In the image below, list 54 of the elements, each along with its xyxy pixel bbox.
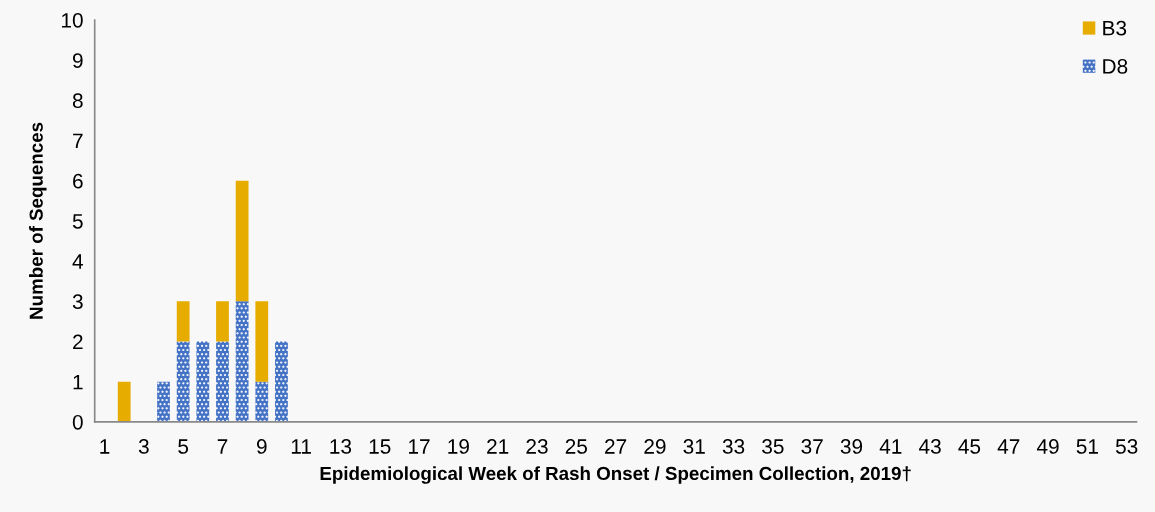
bar — [176, 301, 190, 342]
x-tick-label: 47 — [997, 439, 1020, 454]
y-tick-label: 7 — [73, 133, 83, 149]
y-tick-label: 2 — [73, 334, 83, 350]
y-tick-label: 9 — [72, 53, 83, 68]
bar — [216, 341, 229, 422]
bar — [235, 180, 249, 302]
legend-label: B3 — [1103, 20, 1127, 36]
x-tick-label: 21 — [487, 439, 509, 454]
x-tick-label: 49 — [1036, 439, 1059, 454]
x-tick-label: 23 — [526, 439, 548, 454]
y-tick-label: 4 — [72, 254, 83, 269]
x-tick-label: 3 — [138, 439, 149, 454]
y-tick-label: 6 — [73, 173, 83, 189]
x-tick-label: 15 — [369, 439, 391, 454]
x-tick-label: 45 — [958, 439, 981, 454]
x-tick-label: 25 — [565, 439, 588, 454]
x-tick-label: 35 — [762, 439, 784, 454]
bar — [235, 301, 249, 422]
x-tick-label: 37 — [801, 439, 823, 454]
y-tick-label: 10 — [62, 12, 83, 28]
bar — [117, 381, 131, 422]
bar — [275, 341, 288, 422]
y-tick-label: 5 — [72, 214, 83, 229]
y-tick-label: 1 — [73, 374, 83, 390]
x-tick-label: 41 — [879, 439, 902, 454]
x-tick-label: 31 — [683, 439, 705, 454]
bar — [216, 301, 229, 342]
y-axis-title: Number of Sequences — [29, 122, 47, 319]
x-axis-title: Epidemiological Week of Rash Onset / Specimen Collection, 2019† — [320, 466, 911, 484]
x-tick-label: 43 — [919, 439, 941, 454]
bar — [255, 381, 269, 422]
legend-label: D8 — [1103, 58, 1128, 74]
x-tick-label: 27 — [605, 439, 627, 454]
x-tick-label: 17 — [409, 439, 430, 454]
x-tick-label: 5 — [178, 439, 189, 454]
x-tick-label: 29 — [644, 439, 666, 454]
y-tick-label: 8 — [72, 93, 83, 109]
x-tick-label: 11 — [291, 439, 311, 454]
x-tick-label: 33 — [722, 439, 745, 454]
x-tick-label: 51 — [1076, 439, 1098, 454]
x-tick-label: 39 — [840, 439, 863, 454]
y-tick-label: 0 — [72, 414, 83, 430]
x-tick-label: 53 — [1115, 439, 1138, 454]
bar — [176, 341, 190, 422]
bar — [196, 341, 210, 422]
x-tick-label: 13 — [330, 439, 352, 454]
x-tick-label: 7 — [217, 439, 228, 454]
y-tick-label: 3 — [72, 294, 83, 310]
bar — [157, 381, 170, 422]
x-tick-label: 19 — [448, 439, 469, 454]
x-tick-label: 9 — [256, 439, 267, 454]
bar — [255, 301, 269, 382]
x-tick-label: 1 — [100, 439, 110, 454]
